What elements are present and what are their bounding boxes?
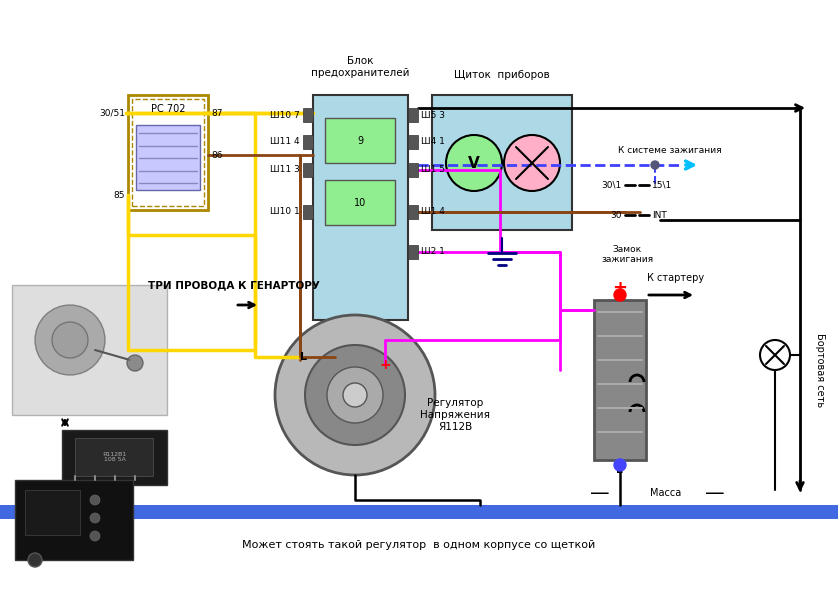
Circle shape	[327, 367, 383, 423]
Text: V: V	[468, 155, 480, 171]
Text: 87: 87	[211, 109, 223, 118]
Text: Ш2 1: Ш2 1	[421, 248, 445, 257]
Bar	[303, 163, 313, 177]
Bar	[325, 118, 395, 163]
Text: ТРИ ПРОВОДА К ГЕНАРТОРУ: ТРИ ПРОВОДА К ГЕНАРТОРУ	[148, 280, 320, 290]
Text: Ш1 4: Ш1 4	[421, 208, 445, 217]
Text: К системе зажигания: К системе зажигания	[618, 146, 722, 155]
Circle shape	[28, 553, 42, 567]
Text: —: —	[590, 484, 610, 503]
Text: Ш10 7: Ш10 7	[270, 110, 300, 119]
Text: Я112В1
108 5A: Я112В1 108 5A	[103, 451, 127, 463]
Text: 30/51: 30/51	[99, 109, 125, 118]
Text: Ш11 3: Ш11 3	[270, 165, 300, 174]
Text: INT: INT	[652, 211, 667, 220]
Circle shape	[651, 161, 659, 169]
Circle shape	[90, 513, 100, 523]
Text: +: +	[613, 279, 628, 297]
Text: Щиток  приборов: Щиток приборов	[454, 70, 550, 80]
Text: Ш10 1: Ш10 1	[270, 208, 300, 217]
Circle shape	[275, 315, 435, 475]
Circle shape	[614, 289, 626, 301]
Circle shape	[90, 495, 100, 505]
Bar	[303, 108, 313, 122]
Circle shape	[446, 135, 502, 191]
Circle shape	[760, 340, 790, 370]
Circle shape	[90, 531, 100, 541]
Bar	[303, 205, 313, 219]
Bar	[303, 135, 313, 149]
Bar	[136, 125, 200, 190]
Bar	[0, 505, 838, 519]
Bar	[325, 180, 395, 225]
Text: +: +	[379, 358, 391, 372]
Text: Ш4 1: Ш4 1	[421, 137, 445, 146]
Bar	[408, 163, 418, 177]
Text: —: —	[706, 484, 725, 503]
Text: Ш5 3: Ш5 3	[421, 110, 445, 119]
Circle shape	[343, 383, 367, 407]
Bar	[594, 300, 646, 460]
Text: К стартеру: К стартеру	[648, 273, 705, 283]
Text: Бортовая сеть: Бортовая сеть	[815, 333, 825, 407]
Text: Может стоять такой регулятор  в одном корпусе со щеткой: Может стоять такой регулятор в одном кор…	[242, 540, 596, 550]
Text: Регулятор
Напряжения
Я112В: Регулятор Напряжения Я112В	[420, 398, 490, 432]
Circle shape	[305, 345, 405, 445]
Text: 30: 30	[611, 211, 622, 220]
Bar	[15, 480, 133, 560]
Bar	[408, 135, 418, 149]
Text: 85: 85	[113, 190, 125, 199]
Bar	[313, 95, 408, 320]
Text: 9: 9	[357, 136, 363, 146]
Text: L: L	[299, 352, 307, 362]
Circle shape	[35, 305, 105, 375]
Circle shape	[504, 135, 560, 191]
Text: Блок
предохранителей: Блок предохранителей	[311, 56, 410, 78]
Bar	[408, 245, 418, 259]
Bar	[432, 95, 572, 230]
Bar	[408, 108, 418, 122]
Text: 10: 10	[354, 198, 366, 208]
Text: РС 702: РС 702	[151, 104, 185, 114]
Bar	[132, 99, 204, 206]
Text: Масса: Масса	[650, 488, 681, 498]
Text: Ш11 4: Ш11 4	[271, 137, 300, 146]
Text: 30\1: 30\1	[602, 180, 622, 189]
Text: 15\1: 15\1	[652, 180, 672, 189]
Circle shape	[614, 459, 626, 471]
Circle shape	[52, 322, 88, 358]
Bar	[408, 205, 418, 219]
Bar	[12, 285, 167, 415]
Bar	[75, 438, 153, 476]
Bar	[128, 95, 208, 210]
Bar	[25, 490, 80, 535]
Text: -: -	[616, 463, 623, 481]
Text: 86: 86	[211, 150, 223, 159]
Text: Ш1 5: Ш1 5	[421, 165, 445, 174]
Text: Замок
зажигания: Замок зажигания	[601, 245, 653, 264]
Bar	[62, 430, 167, 485]
Circle shape	[127, 355, 143, 371]
